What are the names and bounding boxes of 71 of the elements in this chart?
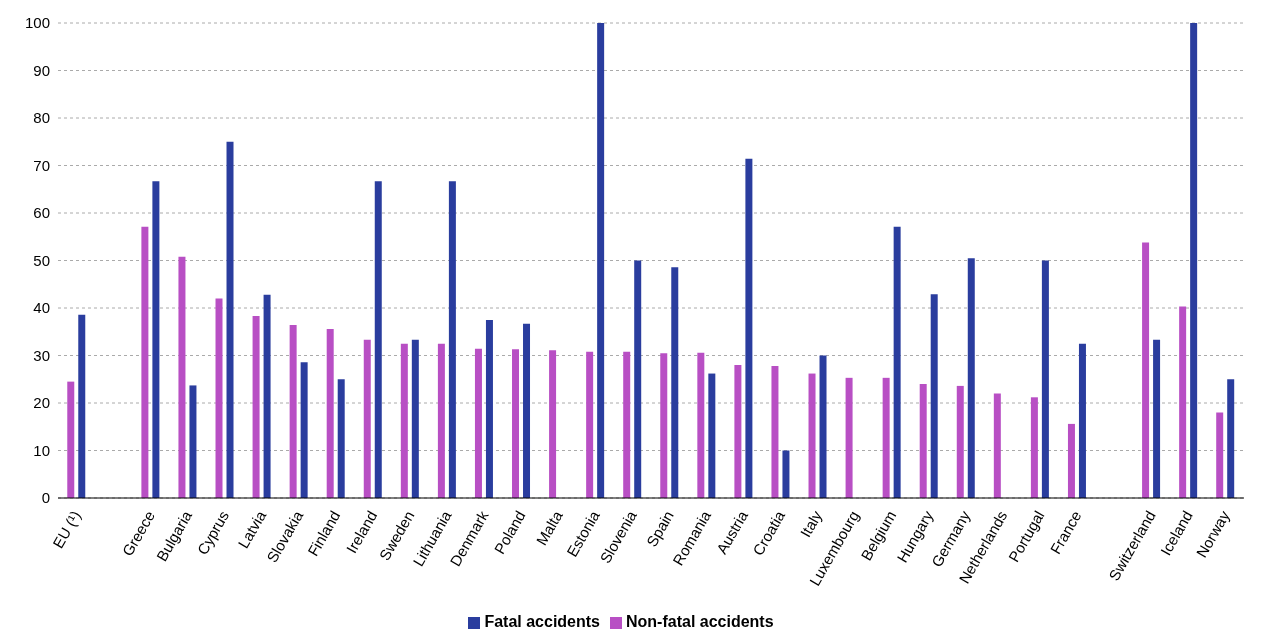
bar [671,267,679,498]
bar [660,353,668,498]
bar [845,377,853,498]
y-tick-label: 10 [33,441,50,459]
bar [289,325,297,498]
x-tick-label: EU (¹) [49,507,84,551]
bar [226,141,234,498]
bar [448,181,456,498]
bar [437,343,445,498]
bar [152,181,160,498]
bar [782,450,790,498]
bar [300,362,308,498]
bar [1142,242,1150,498]
bar [512,349,520,498]
bar [1067,423,1075,498]
bar [523,323,531,498]
bar [967,258,975,498]
bar [956,385,964,498]
bar [252,316,260,498]
bar [178,256,186,498]
y-tick-label: 40 [33,299,50,317]
bar [67,381,75,498]
bar [363,339,371,498]
bar [141,226,149,498]
bar [1216,412,1224,498]
bar [808,373,816,498]
bar [634,260,642,498]
y-tick-label: 80 [33,109,50,127]
bar [549,350,557,498]
bar [1190,23,1198,498]
bar [819,355,827,498]
y-tick-label: 60 [33,204,50,222]
bar [771,365,779,498]
bar [1030,397,1038,498]
bar [882,377,890,498]
y-tick-label: 20 [33,394,50,412]
bar [78,314,86,498]
bar [930,294,938,498]
legend-label: Non-fatal accidents [626,613,774,630]
y-tick-label: 70 [33,156,50,174]
bar [485,319,493,498]
bar [337,379,345,498]
y-tick-label: 100 [24,14,50,32]
bar [597,23,605,498]
bar [697,352,705,498]
bar [374,181,382,498]
bar [745,158,753,498]
y-tick-label: 50 [33,251,50,269]
y-tick-label: 0 [41,489,50,507]
bar [1153,339,1161,498]
bar [400,343,408,498]
bar [734,365,742,498]
bar [215,298,223,498]
y-tick-label: 30 [33,346,50,364]
legend-label: Fatal accidents [484,613,600,630]
bar [919,384,927,498]
bar [263,294,271,498]
bar [893,226,901,498]
bar [623,351,631,498]
bar [586,351,594,498]
bar [1227,379,1235,498]
bar [1179,306,1187,498]
bar [189,385,197,498]
bar [411,339,419,498]
bar [708,373,716,498]
bar [993,393,1001,498]
y-tick-label: 90 [33,61,50,79]
bar [1078,343,1086,498]
bar [326,328,334,498]
bar [1041,260,1049,498]
bar [474,348,482,498]
